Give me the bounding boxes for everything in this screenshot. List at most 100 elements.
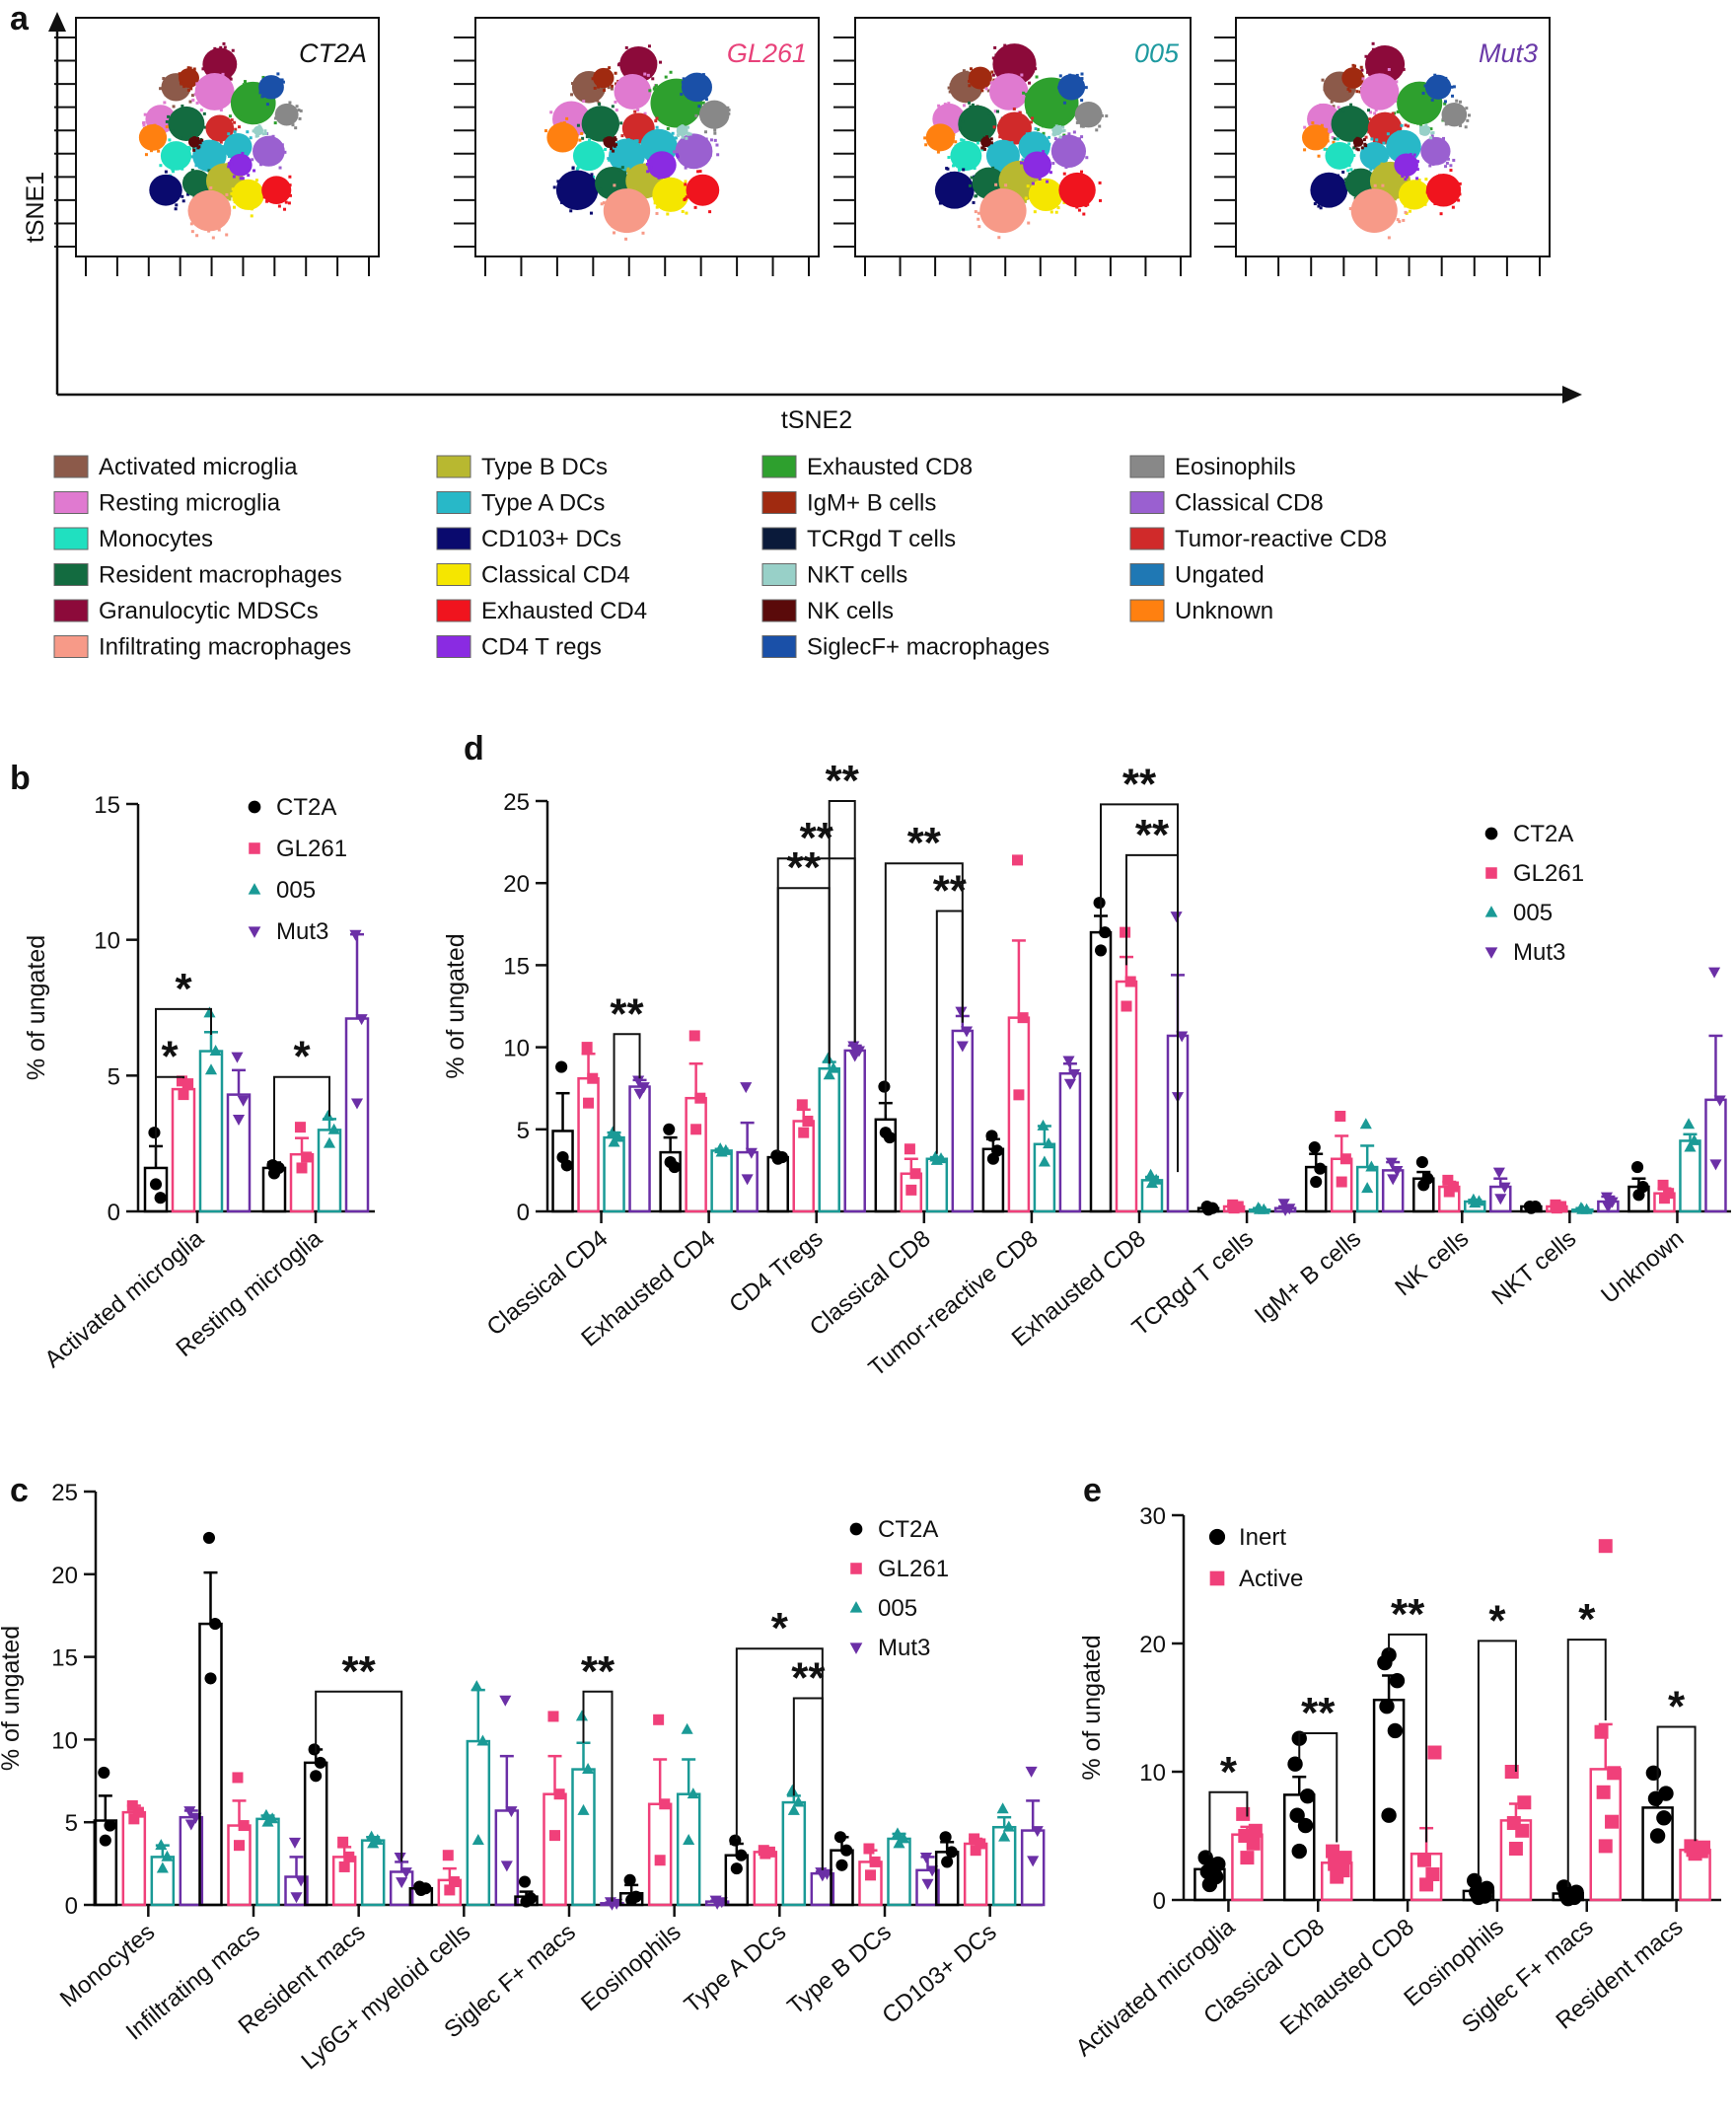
tsne-dot bbox=[958, 168, 962, 172]
legend-marker bbox=[1484, 947, 1498, 959]
tsne-dot bbox=[611, 105, 615, 109]
data-point bbox=[1385, 1157, 1398, 1169]
legend-swatch bbox=[53, 599, 89, 622]
tsne-dot bbox=[1310, 115, 1314, 119]
tsne-cluster-infiltrating-macrophages bbox=[600, 183, 659, 241]
bar-ct2a-classical-cd4 bbox=[551, 1060, 574, 1213]
tsne-dot bbox=[253, 129, 257, 133]
bar-active-resident-macs bbox=[1679, 1839, 1711, 1902]
tsne-dot bbox=[1404, 154, 1408, 158]
tsne-blob bbox=[232, 179, 264, 210]
tsne-dot bbox=[1445, 161, 1449, 165]
tsne-dot bbox=[222, 41, 226, 45]
tsne-dot bbox=[993, 45, 997, 49]
tsne-dot bbox=[1417, 179, 1421, 182]
tsne-dot bbox=[684, 184, 687, 188]
tsne-dot bbox=[681, 140, 685, 144]
data-point bbox=[1447, 1181, 1459, 1193]
data-point bbox=[1025, 1766, 1038, 1778]
tsne-dot bbox=[164, 93, 168, 97]
tsne-dot bbox=[961, 174, 965, 178]
tsne-dot bbox=[596, 99, 600, 103]
tsne-dot bbox=[1442, 136, 1446, 140]
tsne-dot bbox=[1009, 43, 1013, 47]
tsne-dot bbox=[571, 166, 575, 170]
y-tick-label: 20 bbox=[503, 871, 530, 898]
data-point bbox=[1598, 1839, 1613, 1854]
tsne-dot bbox=[556, 180, 560, 183]
bar bbox=[1058, 1071, 1082, 1213]
data-point bbox=[1467, 1193, 1480, 1204]
data-point bbox=[1425, 1867, 1440, 1881]
tsne-dot bbox=[245, 82, 249, 86]
tsne-dot bbox=[971, 103, 975, 107]
data-point bbox=[1099, 926, 1112, 939]
tsne-dot bbox=[960, 74, 964, 78]
tsne-dot bbox=[238, 125, 242, 129]
tsne-dot bbox=[288, 101, 292, 105]
tsne-dot bbox=[674, 136, 678, 140]
tsne-dot bbox=[269, 135, 273, 139]
data-point bbox=[687, 1788, 699, 1799]
data-point bbox=[581, 1042, 593, 1054]
tsne-dot bbox=[1359, 195, 1363, 199]
data-point bbox=[763, 1846, 775, 1858]
tsne-cluster-tumor-reactive-cd8 bbox=[205, 114, 242, 145]
y-axis-label: % of ungated bbox=[0, 1626, 25, 1771]
data-point bbox=[1596, 1785, 1611, 1799]
tsne-dot bbox=[1430, 98, 1434, 102]
tsne-dot bbox=[617, 143, 621, 147]
tsne-blob bbox=[1350, 188, 1398, 233]
tsne-dot bbox=[708, 154, 712, 158]
tsne-dot bbox=[980, 148, 984, 152]
tsne-dot bbox=[232, 175, 236, 179]
tsne-dot bbox=[1402, 218, 1406, 222]
data-point bbox=[500, 1861, 513, 1872]
legend-swatch bbox=[53, 491, 89, 514]
tsne-dot bbox=[273, 121, 277, 125]
data-point bbox=[1688, 1133, 1700, 1145]
tsne-dot bbox=[998, 188, 1002, 192]
tsne-dot bbox=[1366, 70, 1370, 74]
tsne-dot bbox=[1325, 127, 1329, 131]
data-point bbox=[878, 1080, 891, 1093]
tsne-dot bbox=[969, 105, 973, 109]
bar-005-exhausted-cd4 bbox=[710, 1142, 733, 1213]
bar-ct2a-ly6g-myeloid-cells bbox=[408, 1880, 434, 1907]
tsne-dot bbox=[255, 155, 259, 159]
tsne-dot bbox=[153, 123, 157, 127]
data-point bbox=[1494, 1194, 1507, 1205]
tsne-dot bbox=[1369, 168, 1373, 172]
tsne-dot bbox=[614, 100, 617, 104]
tsne-dot bbox=[619, 80, 623, 84]
tsne-dot bbox=[984, 137, 988, 141]
data-point bbox=[259, 1808, 273, 1820]
tsne-dot bbox=[937, 104, 941, 108]
tsne-dot bbox=[221, 72, 225, 76]
legend-label: IgM+ B cells bbox=[807, 490, 936, 517]
bar-mut3-resting-microglia bbox=[344, 929, 370, 1213]
tsne-dot bbox=[1077, 173, 1081, 177]
tsne-dot bbox=[144, 153, 148, 157]
data-point bbox=[98, 1766, 110, 1779]
tsne-dot bbox=[1332, 140, 1336, 144]
tsne-dot bbox=[975, 194, 978, 198]
tsne-dot bbox=[1433, 73, 1437, 77]
data-point bbox=[1365, 1160, 1378, 1172]
tsne-dot bbox=[243, 155, 247, 159]
tsne-dot bbox=[1425, 190, 1429, 194]
data-point bbox=[604, 1897, 617, 1909]
tsne-dot bbox=[611, 84, 615, 88]
tsne-dot bbox=[1348, 207, 1352, 211]
tsne-dot bbox=[142, 123, 146, 127]
tsne-dot bbox=[1079, 124, 1083, 128]
data-point bbox=[1240, 1851, 1255, 1865]
tsne-dot bbox=[1057, 124, 1061, 128]
tsne-dot bbox=[1086, 202, 1090, 206]
tsne-dot bbox=[694, 73, 698, 77]
tsne-dot bbox=[950, 172, 954, 176]
tsne-cluster-eosinophils bbox=[1441, 99, 1472, 129]
bar bbox=[647, 1802, 673, 1907]
tsne-dot bbox=[214, 167, 218, 171]
tsne-dot bbox=[985, 135, 989, 139]
